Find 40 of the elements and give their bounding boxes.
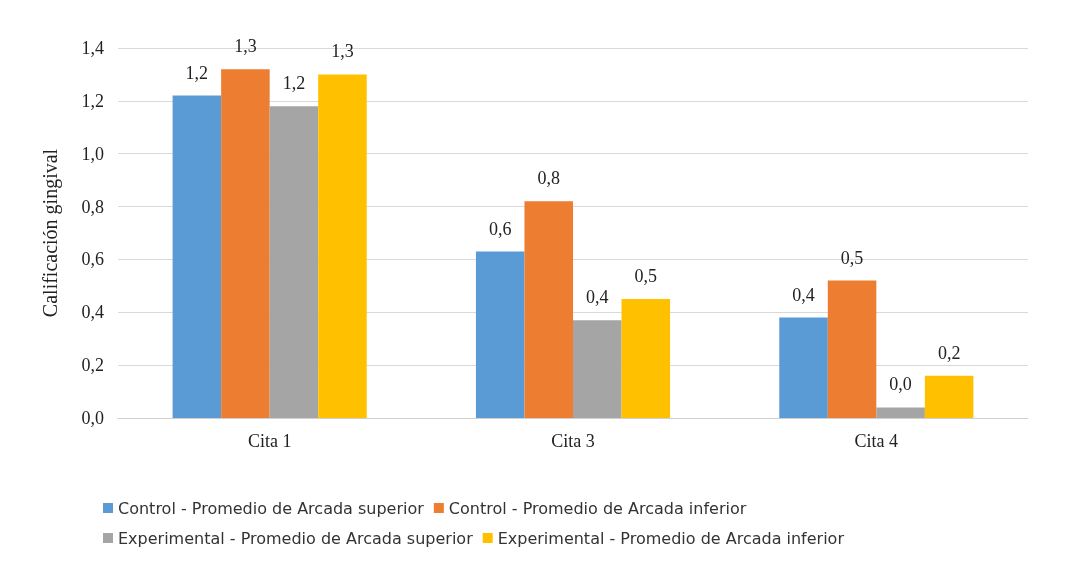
- legend-label: Control - Promedio de Arcada superior: [118, 498, 425, 518]
- x-tick-label: Cita 3: [551, 431, 595, 451]
- data-label: 0,4: [792, 284, 815, 305]
- bar: [621, 299, 671, 418]
- data-label: 1,3: [234, 36, 257, 57]
- data-label: 1,2: [282, 73, 306, 94]
- x-tick-label: Cita 1: [247, 431, 292, 451]
- data-label: 0,6: [488, 218, 512, 239]
- x-tick-label: Cita 4: [854, 431, 899, 451]
- bar: [573, 320, 622, 418]
- bar: [221, 69, 270, 418]
- bar: [924, 375, 974, 418]
- y-tick-label: 0,6: [81, 249, 104, 270]
- data-label: 0,2: [937, 342, 961, 363]
- y-tick-label: 1,2: [81, 90, 104, 111]
- data-label: 0,5: [634, 266, 658, 287]
- bar: [779, 317, 828, 418]
- y-tick-label: 1,4: [81, 38, 104, 58]
- bar: [876, 407, 925, 418]
- bar: [475, 251, 525, 418]
- legend-label: Experimental - Promedio de Arcada inferior: [497, 528, 845, 548]
- bar: [318, 74, 367, 418]
- y-tick-label: 0,8: [81, 196, 104, 217]
- legend-label: Experimental - Promedio de Arcada superior: [118, 528, 474, 548]
- bar: [269, 106, 319, 418]
- data-label: 0,5: [840, 247, 864, 268]
- y-tick-label: 1,0: [81, 143, 104, 164]
- bar: [172, 95, 222, 418]
- y-tick-label: 0,0: [81, 408, 104, 428]
- y-tick-label: 0,2: [81, 355, 104, 376]
- bar: [827, 280, 877, 418]
- y-axis-title: Calificación gingival: [39, 148, 62, 318]
- data-label: 1,2: [185, 62, 209, 83]
- data-label: 0,0: [889, 374, 912, 395]
- data-label: 1,3: [331, 41, 354, 62]
- y-tick-label: 0,4: [81, 302, 104, 323]
- data-label: 0,8: [537, 168, 560, 189]
- legend-label: Control - Promedio de Arcada inferior: [448, 498, 747, 518]
- data-label: 0,4: [586, 287, 609, 308]
- bar: [524, 201, 573, 418]
